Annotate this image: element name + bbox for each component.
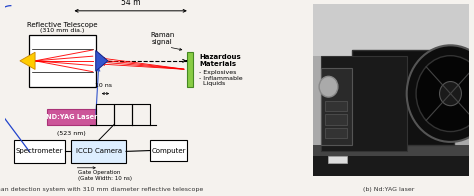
Text: 54 m: 54 m <box>121 0 140 7</box>
Text: Raman
signal: Raman signal <box>150 32 175 45</box>
Polygon shape <box>96 51 108 71</box>
Text: (b) Nd:YAG laser: (b) Nd:YAG laser <box>363 187 414 192</box>
Bar <box>325 114 347 125</box>
Circle shape <box>439 82 461 106</box>
Bar <box>14 140 65 163</box>
Text: 10 ns: 10 ns <box>95 83 112 88</box>
Text: - Explosives
- Inflammable
  Liquids: - Explosives - Inflammable Liquids <box>199 70 243 86</box>
Text: (310 mm dia.): (310 mm dia.) <box>40 28 84 33</box>
Text: Hazardous
Materials: Hazardous Materials <box>199 54 241 67</box>
Bar <box>321 68 352 145</box>
Bar <box>47 109 96 125</box>
Text: (a) Raman detection system with 310 mm diameter reflective telescope: (a) Raman detection system with 310 mm d… <box>0 187 204 192</box>
Text: (Gate Width: 10 ns): (Gate Width: 10 ns) <box>78 176 132 181</box>
Text: (523 nm): (523 nm) <box>57 131 86 136</box>
Bar <box>72 140 126 163</box>
Bar <box>313 156 469 176</box>
Text: Reflective Telescope: Reflective Telescope <box>27 22 98 28</box>
Text: Computer: Computer <box>151 148 186 153</box>
Bar <box>29 35 96 87</box>
Polygon shape <box>20 52 35 69</box>
Bar <box>352 51 454 145</box>
Bar <box>150 140 187 161</box>
Bar <box>313 4 469 56</box>
Bar <box>328 156 347 163</box>
Bar <box>321 56 407 151</box>
Text: ICCD Camera: ICCD Camera <box>76 148 122 154</box>
Bar <box>325 128 347 138</box>
Text: Gate Operation: Gate Operation <box>78 170 120 174</box>
Bar <box>313 145 469 176</box>
Circle shape <box>416 56 474 132</box>
Circle shape <box>319 76 338 97</box>
Bar <box>325 101 347 111</box>
Circle shape <box>407 45 474 142</box>
Text: ND:YAG Laser: ND:YAG Laser <box>46 114 97 120</box>
Bar <box>187 52 193 87</box>
Text: Spectrometer: Spectrometer <box>16 148 64 154</box>
